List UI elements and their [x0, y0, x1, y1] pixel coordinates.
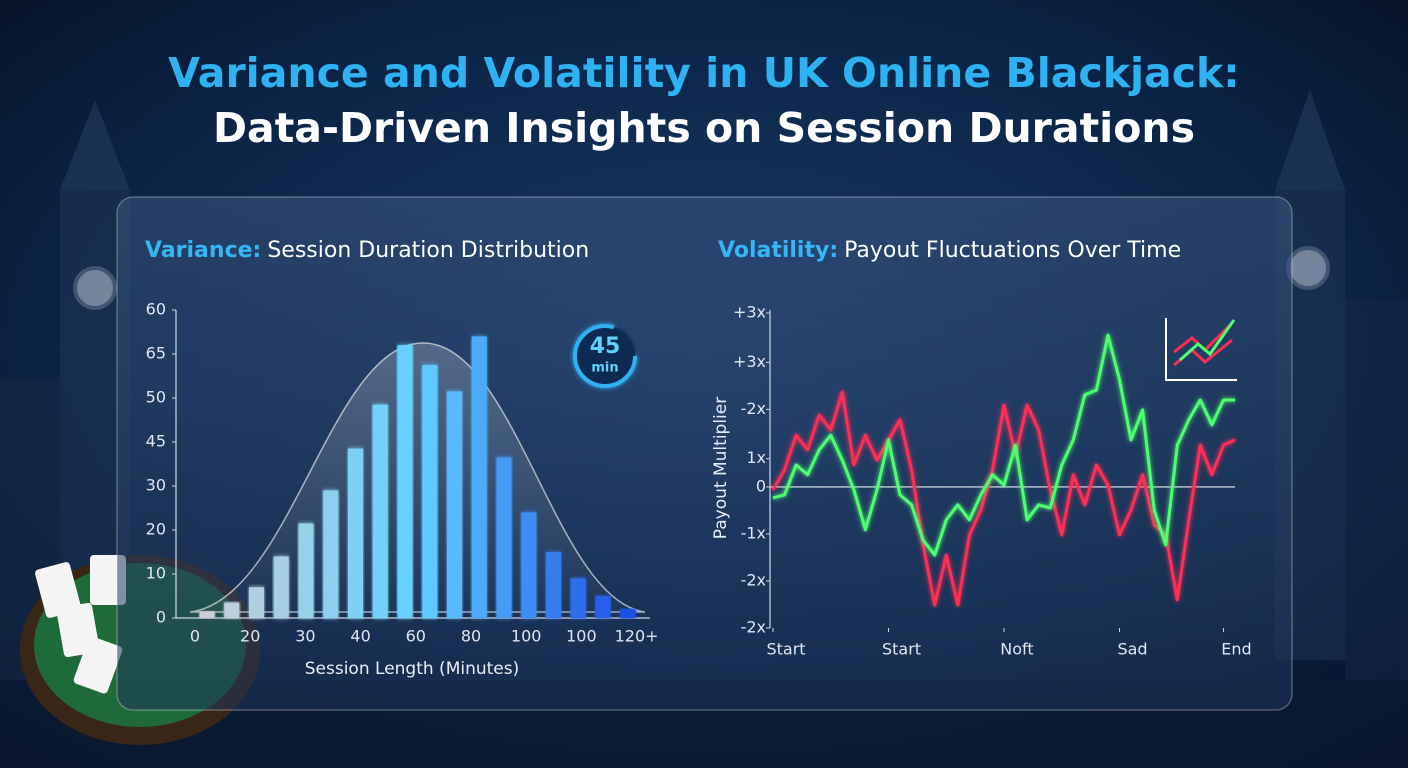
title-line1: Variance and Volatility in UK Online Bla… — [168, 49, 1239, 97]
x-tick-label: 0 — [190, 627, 200, 646]
bar — [447, 391, 462, 618]
bar — [249, 587, 264, 618]
x-tick-label: 60 — [406, 627, 426, 646]
bar — [224, 602, 240, 618]
y-tick-label: 10 — [146, 564, 166, 583]
chart-title-text: Session Duration Distribution — [267, 238, 589, 263]
bar — [521, 512, 537, 618]
panel — [116, 196, 1293, 711]
x-tick-label: 30 — [295, 627, 315, 646]
x-tick-label: Sad — [1117, 640, 1147, 659]
x-tick-label: 80 — [461, 627, 481, 646]
y-axis-label: Payout Multiplier — [711, 397, 731, 539]
x-tick-label: 120+ — [615, 627, 659, 646]
y-tick-label: 60 — [146, 300, 166, 319]
badge-value: 45 — [590, 334, 621, 359]
y-tick-label: 20 — [146, 520, 166, 539]
chart-title-prefix: Volatility: — [718, 238, 838, 263]
badge-unit: min — [591, 361, 618, 376]
line-series — [772, 333, 1235, 557]
chart-title-text: Payout Fluctuations Over Time — [844, 238, 1181, 263]
x-tick-label: 20 — [240, 627, 260, 646]
chart-title-prefix: Variance: — [145, 238, 261, 263]
bar — [372, 404, 388, 618]
y-tick-label: 1x — [746, 448, 766, 467]
chart-title: Variance: Session Duration Distribution — [145, 238, 589, 263]
y-tick-label: -1x — [741, 523, 766, 542]
x-tick-label: Noft — [1000, 640, 1033, 659]
x-tick-label: Start — [882, 640, 921, 659]
bar — [595, 596, 611, 618]
trend-icon — [1165, 318, 1237, 381]
x-tick-label: Start — [766, 640, 805, 659]
y-tick-label: 0 — [756, 476, 766, 495]
chart-title: Volatility: Payout Fluctuations Over Time — [718, 238, 1181, 263]
title-line2: Data-Driven Insights on Session Duration… — [213, 104, 1195, 152]
bar — [298, 523, 314, 618]
bar — [273, 556, 289, 618]
x-tick-label: 40 — [350, 627, 370, 646]
y-tick-label: +3x — [733, 352, 766, 371]
bar — [323, 490, 339, 618]
x-tick-label: End — [1221, 640, 1251, 659]
bar — [620, 609, 636, 618]
line-series — [771, 390, 1236, 607]
y-tick-label: 65 — [146, 344, 166, 363]
bar — [471, 336, 487, 618]
bar — [397, 345, 413, 618]
y-tick-label: -2x — [741, 399, 766, 418]
bar — [199, 611, 215, 618]
y-tick-label: 45 — [146, 432, 166, 451]
bar — [570, 578, 586, 618]
bar — [496, 457, 512, 618]
timer-badge: 45 min — [573, 324, 637, 388]
x-tick-label: 100 — [511, 627, 542, 646]
y-tick-label: 0 — [156, 608, 166, 627]
x-axis-label: Session Length (Minutes) — [305, 659, 520, 679]
x-tick-label: 100 — [566, 627, 597, 646]
bar — [422, 365, 438, 618]
y-tick-label: -2x — [741, 618, 766, 637]
y-tick-label: 30 — [146, 476, 166, 495]
y-tick-label: 50 — [146, 388, 166, 407]
y-tick-label: -2x — [741, 570, 766, 589]
bar — [546, 552, 561, 618]
bar — [348, 448, 363, 618]
y-tick-label: +3x — [733, 303, 766, 322]
